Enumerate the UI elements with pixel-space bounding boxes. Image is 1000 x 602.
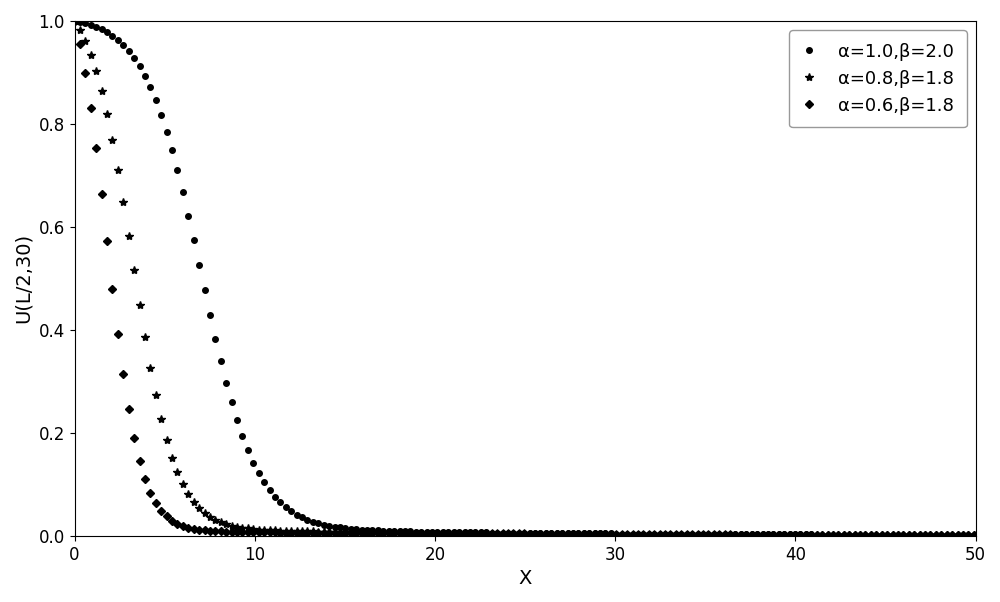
α=0.6,β=1.8 bbox=[970, 532, 982, 539]
α=1.0,β=2.0 bbox=[605, 530, 617, 537]
α=1.0,β=2.0 bbox=[497, 529, 509, 536]
α=0.8,β=1.8 bbox=[556, 530, 568, 538]
α=0.8,β=1.8 bbox=[69, 17, 81, 25]
Line: α=1.0,β=2.0: α=1.0,β=2.0 bbox=[72, 18, 978, 538]
α=1.0,β=2.0 bbox=[502, 529, 514, 536]
α=0.8,β=1.8 bbox=[948, 532, 960, 539]
Line: α=0.8,β=1.8: α=0.8,β=1.8 bbox=[70, 17, 980, 539]
α=0.6,β=1.8 bbox=[556, 531, 568, 538]
Legend: α=1.0,β=2.0, α=0.8,β=1.8, α=0.6,β=1.8: α=1.0,β=2.0, α=0.8,β=1.8, α=0.6,β=1.8 bbox=[789, 30, 967, 127]
α=0.8,β=1.8 bbox=[605, 530, 617, 538]
Line: α=0.6,β=1.8: α=0.6,β=1.8 bbox=[71, 18, 979, 538]
α=1.0,β=2.0 bbox=[69, 17, 81, 25]
Y-axis label: U(L/2,30): U(L/2,30) bbox=[14, 234, 33, 323]
α=1.0,β=2.0 bbox=[556, 530, 568, 537]
α=0.6,β=1.8 bbox=[497, 530, 509, 538]
X-axis label: X: X bbox=[518, 569, 532, 588]
α=0.6,β=1.8 bbox=[605, 531, 617, 538]
α=0.8,β=1.8 bbox=[807, 531, 819, 538]
α=0.8,β=1.8 bbox=[497, 530, 509, 537]
α=0.8,β=1.8 bbox=[970, 532, 982, 539]
α=0.8,β=1.8 bbox=[502, 530, 514, 537]
α=1.0,β=2.0 bbox=[948, 532, 960, 539]
α=0.6,β=1.8 bbox=[807, 532, 819, 539]
α=1.0,β=2.0 bbox=[807, 531, 819, 538]
α=0.6,β=1.8 bbox=[502, 530, 514, 538]
α=1.0,β=2.0 bbox=[970, 532, 982, 539]
α=0.6,β=1.8 bbox=[948, 532, 960, 539]
α=0.6,β=1.8 bbox=[69, 17, 81, 25]
